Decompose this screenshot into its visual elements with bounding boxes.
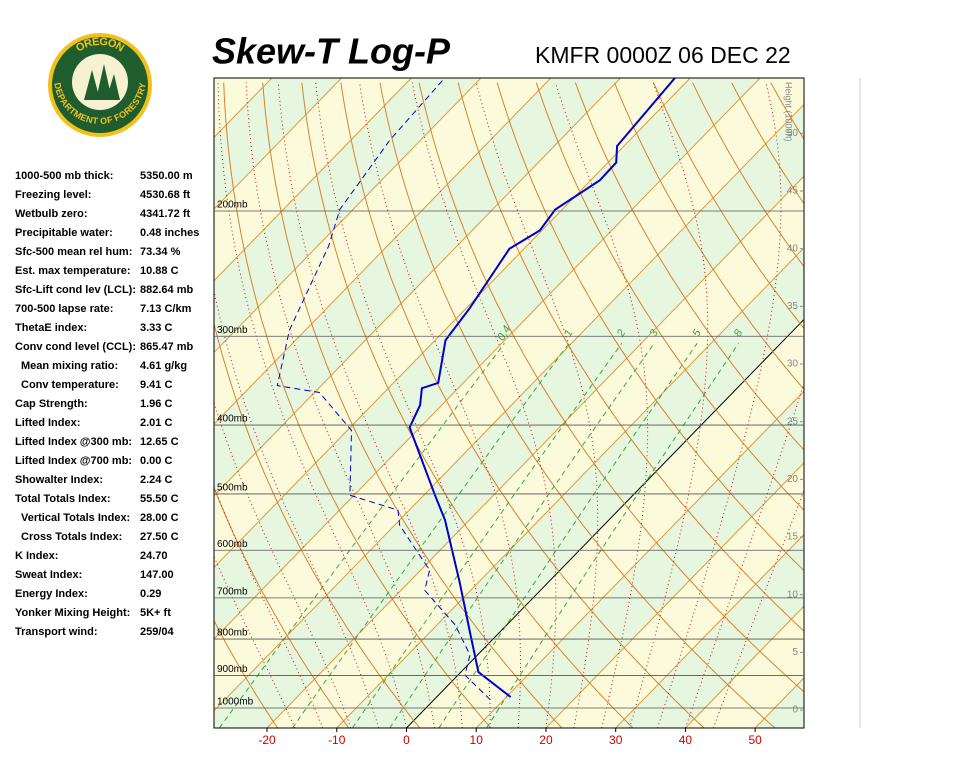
index-value: 55.50 C [140,493,179,505]
index-value: 865.47 mb [140,341,193,353]
y2-tick-label: 10 [787,589,799,600]
y2-tick-label: 20 [787,474,799,485]
y-tick-label: 700mb [217,586,248,597]
index-label: 700-500 lapse rate: [15,303,113,315]
y2-axis-label: Height (1000ft) [784,82,794,142]
x-tick-label: 0 [403,733,410,747]
dry-adiabat [810,83,960,728]
index-value: 7.13 C/km [140,303,192,315]
y2-tick-label: 35 [787,301,799,312]
index-value: 3.33 C [140,322,172,334]
index-value: 9.41 C [140,379,172,391]
index-value: 0.29 [140,588,161,600]
dry-adiabat [927,83,960,728]
index-value: 882.64 mb [140,284,193,296]
dry-adiabat [849,83,960,728]
isotherm [825,78,960,728]
index-label: Sfc-Lift cond lev (LCL): [15,284,136,296]
x-tick-label: -10 [328,733,346,747]
index-label: ThetaE index: [15,322,87,334]
index-label: Cap Strength: [15,398,88,410]
index-label: Freezing level: [15,189,91,201]
x-tick-label: 20 [539,733,553,747]
x-tick-label: 30 [609,733,623,747]
index-label: Vertical Totals Index: [21,512,130,524]
logo: OREGON DEPARTMENT OF FORESTRY [48,33,152,137]
y-tick-label: 300mb [217,325,248,336]
y-tick-label: 200mb [217,200,248,211]
index-value: 10.88 C [140,265,179,277]
x-tick-label: 50 [749,733,763,747]
index-value: 4.61 g/kg [140,360,187,372]
y2-tick-label: 0 [792,705,798,716]
y2-tick-label: 40 [787,243,799,254]
y-tick-label: 1000mb [217,697,254,708]
index-label: Precipitable water: [15,227,113,239]
y2-tick-label: 15 [787,532,799,543]
y2-tick-label: 45 [787,186,799,197]
y-tick-label: 900mb [217,664,248,675]
index-label: Sfc-500 mean rel hum: [15,246,132,258]
index-label: Mean mixing ratio: [21,360,118,372]
y2-tick-label: 25 [787,416,799,427]
index-value: 24.70 [140,550,168,562]
chart-subtitle: KMFR 0000Z 06 DEC 22 [535,42,791,68]
index-label: Energy Index: [15,588,88,600]
index-value: 5K+ ft [140,607,171,619]
index-label: K Index: [15,550,58,562]
index-value: 73.34 % [140,246,181,258]
index-label: Est. max temperature: [15,265,131,277]
index-label: Transport wind: [15,626,98,638]
y2-tick-label: 30 [787,359,799,370]
y-tick-label: 500mb [217,483,248,494]
x-tick-label: 40 [679,733,693,747]
index-value: 0.48 inches [140,227,199,239]
y-tick-label: 800mb [217,628,248,639]
index-value: 28.00 C [140,512,179,524]
index-label: Total Totals Index: [15,493,111,505]
index-value: 1.96 C [140,398,172,410]
x-tick-label: -20 [258,733,276,747]
chart-title: Skew-T Log-P [212,31,451,72]
isotherm-band [825,78,960,728]
index-value: 5350.00 m [140,170,193,182]
index-value: 2.01 C [140,417,172,429]
index-value: 259/04 [140,626,175,638]
index-value: 147.00 [140,569,174,581]
y2-tick-label: 5 [792,647,798,658]
index-value: 27.50 C [140,531,179,543]
indices-table: 1000-500 mb thick: 5350.00 m Freezing leve… [15,170,199,638]
index-value: 4341.72 ft [140,208,190,220]
index-value: 2.24 C [140,474,172,486]
index-value: 4530.68 ft [140,189,190,201]
index-value: 0.00 C [140,455,172,467]
index-label: Conv temperature: [21,379,119,391]
index-label: Lifted Index @300 mb: [15,436,132,448]
index-label: Wetbulb zero: [15,208,88,220]
index-value: 12.65 C [140,436,179,448]
index-label: Cross Totals Index: [21,531,122,543]
isotherm [895,78,960,728]
index-label: 1000-500 mb thick: [15,170,113,182]
index-label: Lifted Index @700 mb: [15,455,132,467]
index-label: Lifted Index: [15,417,80,429]
dry-adiabat [888,83,960,728]
index-label: Yonker Mixing Height: [15,607,130,619]
index-label: Conv cond level (CCL): [15,341,136,353]
x-tick-label: 10 [470,733,484,747]
index-label: Sweat Index: [15,569,82,581]
y-tick-label: 600mb [217,539,248,550]
index-label: Showalter Index: [15,474,103,486]
y-tick-label: 400mb [217,414,248,425]
